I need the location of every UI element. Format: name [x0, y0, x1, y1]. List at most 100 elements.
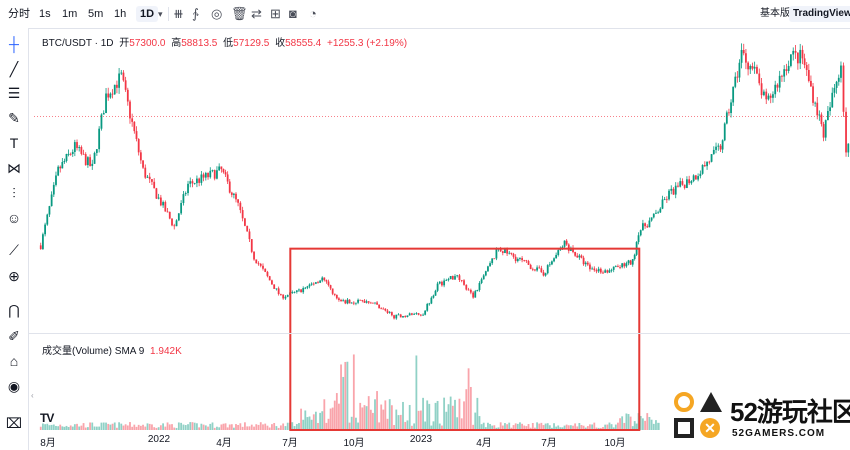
- volume-bar: [635, 423, 638, 430]
- volume-bar: [352, 354, 355, 430]
- unlock-icon[interactable]: ⌂: [9, 353, 19, 369]
- candle-body: [137, 138, 140, 153]
- volume-bar: [52, 424, 55, 430]
- interval-dropdown-icon[interactable]: ▾: [158, 9, 163, 19]
- brush-icon[interactable]: ✎: [8, 110, 20, 126]
- volume-bar: [612, 427, 615, 430]
- candle-body: [369, 302, 372, 304]
- ruler-icon[interactable]: ⟋: [9, 242, 19, 258]
- pane-separator[interactable]: [28, 333, 850, 334]
- volume-bar: [48, 425, 51, 430]
- volume-bar: [91, 422, 94, 430]
- volume-bar: [300, 408, 302, 430]
- indicators-icon[interactable]: ∱: [192, 6, 199, 21]
- candle-body: [639, 230, 642, 236]
- interval-1s[interactable]: 1s: [39, 8, 51, 20]
- volume-bar: [57, 426, 60, 430]
- symbol-label[interactable]: BTC/USDT · 1D: [42, 38, 114, 49]
- volume-bar: [402, 401, 404, 430]
- volume-bar: [107, 423, 110, 430]
- volume-indicator-name[interactable]: 成交量(Volume) SMA 9: [42, 346, 145, 357]
- volume-bar: [63, 426, 66, 430]
- candle-body: [604, 270, 607, 273]
- mode-tradingview[interactable]: TradingView: [789, 6, 850, 22]
- collapse-pane-icon[interactable]: ‹: [31, 391, 34, 400]
- volume-bar: [432, 421, 435, 430]
- pattern-icon[interactable]: ⋈: [7, 160, 21, 176]
- volume-bar: [633, 421, 636, 430]
- layout-icon[interactable]: ⊞: [270, 6, 281, 21]
- candle-body: [617, 266, 619, 268]
- volume-bar: [443, 397, 446, 430]
- candle-body: [576, 255, 579, 258]
- candle-body: [699, 173, 702, 177]
- candle-body: [76, 142, 78, 149]
- interval-1d[interactable]: 1D: [136, 6, 159, 22]
- camera-icon[interactable]: ◙: [289, 6, 297, 21]
- volume-bar: [146, 423, 149, 430]
- emoji-icon[interactable]: ☺: [6, 210, 22, 226]
- candle-body: [399, 314, 402, 318]
- crosshair-icon[interactable]: ┼: [9, 36, 19, 52]
- compare-icon[interactable]: ⇄: [251, 6, 262, 21]
- candle-body: [122, 72, 125, 81]
- candles-icon[interactable]: ⧻: [173, 6, 184, 21]
- candle-body: [501, 251, 504, 253]
- volume-bar: [597, 427, 600, 430]
- magnet-icon[interactable]: ⋂: [8, 302, 20, 318]
- volume-bar: [621, 416, 624, 430]
- mode-basic[interactable]: 基本版: [760, 8, 790, 19]
- candle-body: [209, 170, 212, 178]
- interval-1h[interactable]: 1h: [114, 8, 127, 20]
- volume-bar: [614, 424, 617, 430]
- trash-icon[interactable]: 🗑: [231, 6, 248, 21]
- interval-fenshi[interactable]: 分时: [8, 8, 30, 20]
- candle-body: [655, 212, 657, 214]
- candle-body: [359, 299, 362, 301]
- candle-body: [365, 301, 368, 303]
- replay-icon[interactable]: ◔: [309, 6, 317, 21]
- volume-bar: [465, 389, 468, 430]
- position-icon[interactable]: ⫶: [12, 185, 16, 201]
- candle-body: [812, 86, 814, 103]
- candle-body: [135, 131, 138, 139]
- eye-icon[interactable]: ◎: [211, 6, 223, 21]
- candle-body: [816, 102, 819, 116]
- interval-5m[interactable]: 5m: [88, 8, 104, 20]
- fib-icon[interactable]: ☰: [7, 85, 21, 101]
- volume-bar: [501, 425, 504, 430]
- candle-body: [614, 266, 617, 267]
- trend-line-icon[interactable]: ╱: [9, 61, 19, 77]
- volume-bar: [222, 423, 225, 430]
- text-icon[interactable]: T: [9, 135, 19, 151]
- volume-bar: [424, 421, 427, 430]
- candle-body: [193, 183, 196, 184]
- trash-icon[interactable]: ⌧: [5, 415, 23, 431]
- volume-bar: [438, 423, 441, 430]
- volume-bar: [196, 423, 198, 430]
- eye-icon[interactable]: ◉: [7, 378, 21, 394]
- candle-body: [436, 283, 439, 291]
- volume-bar: [648, 417, 651, 430]
- volume-bar: [209, 423, 212, 430]
- volume-bar: [139, 425, 142, 430]
- candle-body: [725, 112, 728, 124]
- zoom-in-icon[interactable]: ⊕: [8, 268, 20, 284]
- candle-body: [465, 284, 468, 290]
- volume-bar: [627, 414, 630, 430]
- candle-body: [694, 175, 697, 180]
- volume-bar: [118, 422, 120, 430]
- volume-bar: [591, 424, 594, 430]
- volume-bar: [460, 418, 463, 430]
- volume-bar: [499, 422, 502, 430]
- candle-body: [220, 166, 223, 170]
- candle-body: [690, 181, 693, 184]
- candle-body: [536, 267, 538, 271]
- candle-body: [182, 194, 185, 204]
- candle-body: [807, 69, 810, 81]
- candle-body: [404, 315, 407, 317]
- lock-drawing-icon[interactable]: ✐: [8, 328, 20, 344]
- candle-body: [286, 295, 289, 297]
- interval-1m[interactable]: 1m: [62, 8, 78, 20]
